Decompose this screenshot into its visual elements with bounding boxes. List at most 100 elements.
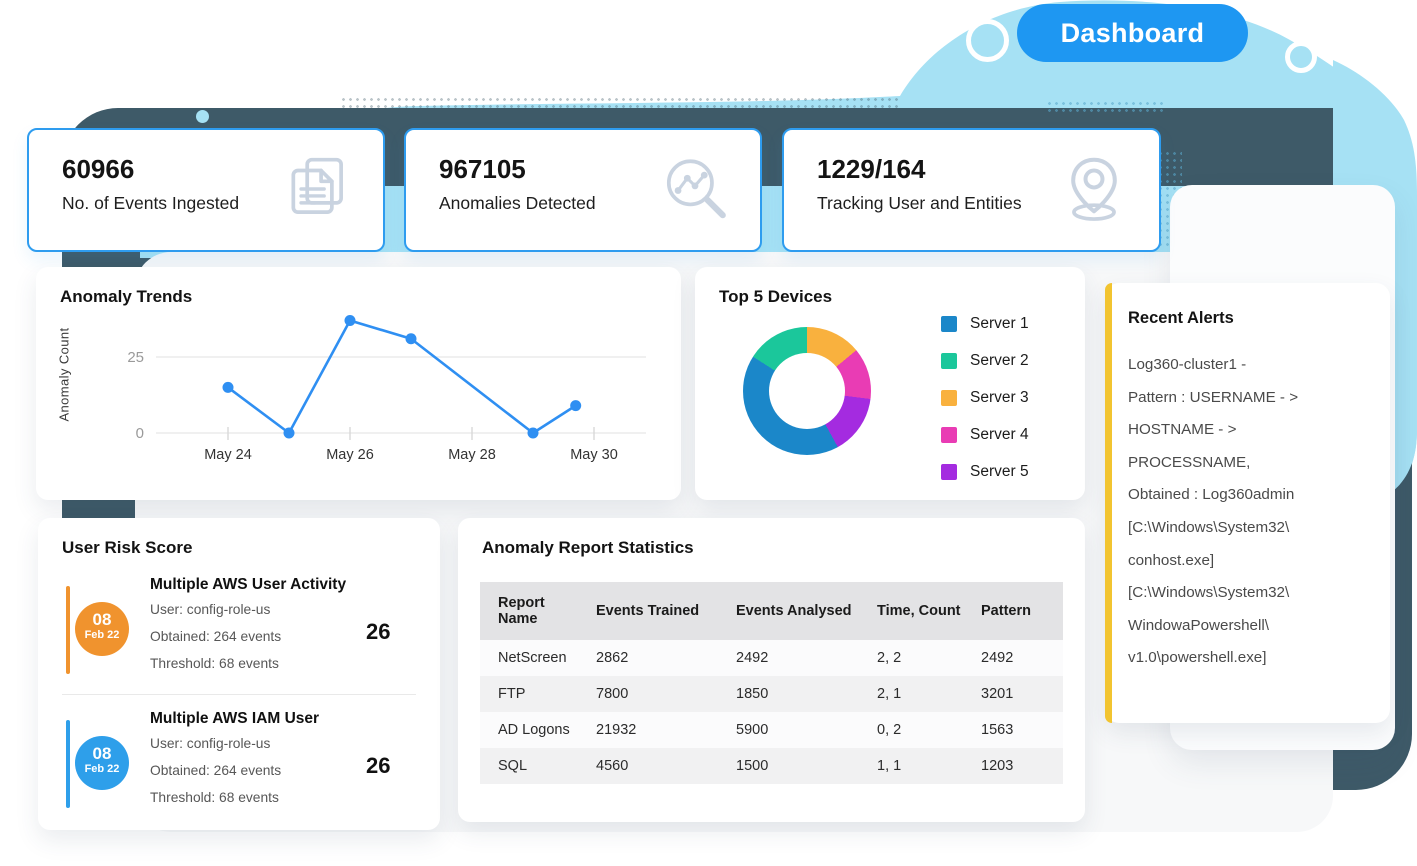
halftone-dots-top bbox=[340, 96, 900, 110]
anomaly-search-icon bbox=[666, 159, 726, 219]
alert-line: [C:\Windows\System32\ bbox=[1128, 584, 1290, 602]
cell: 2492 bbox=[736, 650, 769, 666]
legend-swatch-server-5 bbox=[941, 463, 957, 480]
risk-obtained-line: Obtained: 264 events bbox=[150, 763, 282, 778]
alert-line: WindowaPowershell\ bbox=[1128, 616, 1269, 634]
stat-card-anomalies-detected: 967105 Anomalies Detected bbox=[404, 128, 762, 252]
alert-line: HOSTNAME - > bbox=[1128, 421, 1237, 439]
table-header-row: Report Name Events Trained Events Analys… bbox=[480, 582, 1063, 640]
top-devices-legend: Server 1 Server 2 Server 3 Server 4 Serv… bbox=[941, 305, 1029, 490]
cell: 2, 2 bbox=[877, 650, 902, 666]
cell: 1563 bbox=[981, 722, 1014, 738]
table-row: NetScreen 2862 2492 2, 2 2492 bbox=[480, 640, 1063, 676]
anomalies-detected-value: 967105 bbox=[439, 154, 526, 184]
risk-divider bbox=[62, 694, 416, 695]
cell: 4560 bbox=[596, 758, 629, 774]
legend-label-server-2: Server 2 bbox=[970, 351, 1029, 369]
report-statistics-title: Anomaly Report Statistics bbox=[482, 538, 694, 557]
svg-text:May 28: May 28 bbox=[448, 447, 496, 463]
table-row: SQL 4560 1500 1, 1 1203 bbox=[480, 748, 1063, 784]
risk-threshold-line: Threshold: 68 events bbox=[150, 656, 279, 671]
location-pin-icon bbox=[1071, 157, 1117, 221]
alert-line: v1.0\powershell.exe] bbox=[1128, 649, 1267, 667]
legend-swatch-server-1 bbox=[941, 315, 957, 332]
legend-label-server-5: Server 5 bbox=[970, 462, 1029, 480]
legend-item-server-5[interactable]: Server 5 bbox=[941, 453, 1029, 490]
risk-date-month: Feb 22 bbox=[84, 629, 120, 641]
legend-label-server-1: Server 1 bbox=[970, 314, 1029, 332]
legend-swatch-server-2 bbox=[941, 352, 957, 369]
legend-item-server-3[interactable]: Server 3 bbox=[941, 379, 1029, 416]
column-events-trained: Events Trained bbox=[578, 582, 718, 640]
top-devices-donut[interactable] bbox=[743, 327, 871, 455]
anomaly-trends-title: Anomaly Trends bbox=[60, 287, 193, 306]
svg-text:May 30: May 30 bbox=[570, 447, 618, 463]
stat-card-tracking-users: 1229/164 Tracking User and Entities bbox=[782, 128, 1161, 252]
risk-date-badge: 08 Feb 22 bbox=[75, 602, 129, 656]
column-time-count: Time, Count bbox=[859, 582, 963, 640]
legend-item-server-4[interactable]: Server 4 bbox=[941, 416, 1029, 453]
cell: 1, 1 bbox=[877, 758, 902, 774]
tracking-users-value: 1229/164 bbox=[817, 154, 926, 184]
column-report-name: Report Name bbox=[480, 582, 578, 640]
risk-date-day: 08 bbox=[92, 610, 112, 629]
risk-date-month: Feb 22 bbox=[84, 763, 120, 775]
risk-threshold-line: Threshold: 68 events bbox=[150, 790, 279, 805]
cell: FTP bbox=[498, 686, 526, 702]
risk-score-value: 26 bbox=[366, 619, 391, 644]
anomaly-trends-card: Anomaly Trends Anomaly Count 0 25 May 24 Ma… bbox=[36, 267, 681, 500]
risk-entry-aws-user-activity[interactable]: 08 Feb 22 Multiple AWS User Activity Use… bbox=[38, 574, 440, 694]
deco-circle-small bbox=[1285, 41, 1317, 73]
cell: 1850 bbox=[736, 686, 769, 702]
top-devices-card: Top 5 Devices Server 1 Server 2 Server 3… bbox=[695, 267, 1085, 500]
risk-score-value: 26 bbox=[366, 753, 391, 778]
risk-obtained-line: Obtained: 264 events bbox=[150, 629, 282, 644]
svg-text:25: 25 bbox=[127, 349, 144, 366]
cell: AD Logons bbox=[498, 722, 570, 738]
legend-swatch-server-3 bbox=[941, 389, 957, 406]
risk-entry-title: Multiple AWS User Activity bbox=[150, 576, 347, 593]
svg-text:0: 0 bbox=[136, 425, 144, 442]
cell: 1203 bbox=[981, 758, 1014, 774]
column-pattern: Pattern bbox=[963, 582, 1063, 640]
cell: 2492 bbox=[981, 650, 1014, 666]
cell: 7800 bbox=[596, 686, 629, 702]
table-row: AD Logons 21932 5900 0, 2 1563 bbox=[480, 712, 1063, 748]
deco-circle-tiny bbox=[196, 110, 209, 123]
dashboard-badge[interactable]: Dashboard bbox=[1017, 4, 1248, 62]
cell: 2862 bbox=[596, 650, 629, 666]
column-events-analysed: Events Analysed bbox=[718, 582, 859, 640]
legend-label-server-4: Server 4 bbox=[970, 425, 1029, 443]
cell: 0, 2 bbox=[877, 722, 902, 738]
cell: NetScreen bbox=[498, 650, 567, 666]
cell: SQL bbox=[498, 758, 528, 774]
report-statistics-card: Anomaly Report Statistics Report Name Ev… bbox=[458, 518, 1085, 822]
cell: 1500 bbox=[736, 758, 769, 774]
alert-accent-bar bbox=[1105, 283, 1112, 723]
risk-user-line: User: config-role-us bbox=[150, 736, 271, 751]
risk-accent-bar bbox=[66, 720, 70, 808]
table-row: FTP 7800 1850 2, 1 3201 bbox=[480, 676, 1063, 712]
legend-item-server-1[interactable]: Server 1 bbox=[941, 305, 1029, 342]
events-ingested-label: No. of Events Ingested bbox=[62, 193, 240, 213]
alert-line: Log360-cluster1 - bbox=[1128, 356, 1247, 373]
risk-user-line: User: config-role-us bbox=[150, 602, 271, 617]
legend-item-server-2[interactable]: Server 2 bbox=[941, 342, 1029, 379]
alert-line: Obtained : Log360admin bbox=[1128, 486, 1295, 504]
deco-circle-large bbox=[966, 19, 1009, 62]
svg-text:May 26: May 26 bbox=[326, 447, 374, 463]
risk-entry-title: Multiple AWS IAM User bbox=[150, 710, 320, 727]
risk-entry-aws-iam-user[interactable]: 08 Feb 22 Multiple AWS IAM User User: co… bbox=[38, 708, 440, 828]
legend-label-server-3: Server 3 bbox=[970, 388, 1029, 406]
user-risk-card: User Risk Score 08 Feb 22 Multiple AWS U… bbox=[38, 518, 440, 830]
cell: 3201 bbox=[981, 686, 1014, 702]
alert-line: PROCESSNAME, bbox=[1128, 453, 1251, 471]
tracking-users-label: Tracking User and Entities bbox=[817, 193, 1022, 213]
alert-line: Pattern : USERNAME - > bbox=[1128, 388, 1299, 406]
risk-accent-bar bbox=[66, 586, 70, 674]
cell: 21932 bbox=[596, 722, 637, 738]
recent-alerts-text: Log360-cluster1 - Pattern : USERNAME - >… bbox=[1128, 349, 1368, 675]
anomaly-trends-chart[interactable]: 0 25 May 24 May 26 May 28 May 30 bbox=[56, 307, 676, 472]
cell: 2, 1 bbox=[877, 686, 902, 702]
